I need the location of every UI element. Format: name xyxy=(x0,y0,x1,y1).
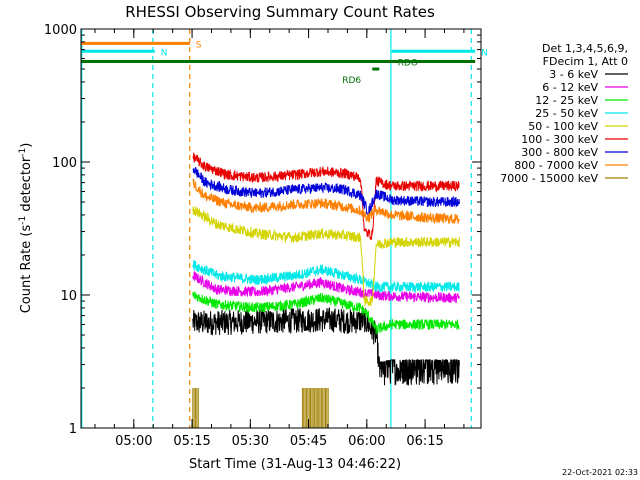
legend-entry-label: 3 - 6 keV xyxy=(549,68,598,81)
y-tick-label: 100 xyxy=(52,156,77,171)
series-trace-25-50-kev xyxy=(192,259,460,293)
series-trace-12-25-kev xyxy=(192,290,460,335)
flag-label: N xyxy=(161,48,168,58)
x-tick-label: 06:15 xyxy=(406,434,443,449)
x-tick-label: 05:15 xyxy=(173,434,210,449)
legend-header-line-1: Det 1,3,4,5,6,9, xyxy=(542,42,628,55)
series-trace-800-7000-kev xyxy=(192,178,460,225)
legend-entry-label: 50 - 100 keV xyxy=(528,120,598,133)
flag-label: RD6 xyxy=(342,76,361,86)
series-trace-3-6-kev xyxy=(192,307,460,386)
plot-area: S N N RDO RD6 xyxy=(81,29,488,428)
y-tick-label: 10 xyxy=(60,289,77,304)
series-trace-100-300-kev xyxy=(192,152,460,240)
legend-entry-label: 25 - 50 keV xyxy=(535,107,598,120)
legend: Det 1,3,4,5,6,9, FDecim 1, Att 0 3 - 6 k… xyxy=(500,42,628,185)
x-tick-label: 05:45 xyxy=(290,434,327,449)
legend-entry-label: 300 - 800 keV xyxy=(521,146,598,159)
flag-bars: S N N RDO RD6 xyxy=(81,40,488,86)
chart-title: RHESSI Observing Summary Count Rates xyxy=(125,3,435,21)
legend-entry-label: 7000 - 15000 keV xyxy=(500,172,598,185)
x-axis-label: Start Time (31-Aug-13 04:46:22) xyxy=(189,457,401,472)
legend-entry-label: 100 - 300 keV xyxy=(521,133,598,146)
legend-header-line-2: FDecim 1, Att 0 xyxy=(543,55,628,68)
generated-timestamp: 22-Oct-2021 02:33 xyxy=(562,468,638,477)
legend-entry-label: 12 - 25 keV xyxy=(535,94,598,107)
series-trace-7000-15000-kev xyxy=(192,388,329,428)
y-axis: 1 10 100 1000 xyxy=(44,23,481,437)
flag-label: N xyxy=(481,48,488,58)
series-trace-300-800-kev xyxy=(192,167,460,217)
series-layer xyxy=(192,152,460,428)
series-trace-6-12-kev xyxy=(192,270,460,304)
y-tick-label: 1000 xyxy=(44,23,77,38)
y-axis-label: Count Rate (s-1 detector-1) xyxy=(18,143,34,314)
series-trace-50-100-kev xyxy=(192,206,460,307)
plot-frame xyxy=(80,28,482,429)
x-tick-label: 05:00 xyxy=(115,434,152,449)
x-axis: 05:00 05:15 05:30 05:45 06:00 06:15 xyxy=(94,29,465,449)
legend-entry-label: 800 - 7000 keV xyxy=(514,159,598,172)
flag-label: S xyxy=(196,40,202,50)
y-tick-label: 1 xyxy=(69,422,77,437)
x-tick-label: 06:00 xyxy=(348,434,385,449)
x-tick-label: 05:30 xyxy=(232,434,269,449)
flag-label: RDO xyxy=(398,58,418,68)
legend-entry-label: 6 - 12 keV xyxy=(542,81,598,94)
